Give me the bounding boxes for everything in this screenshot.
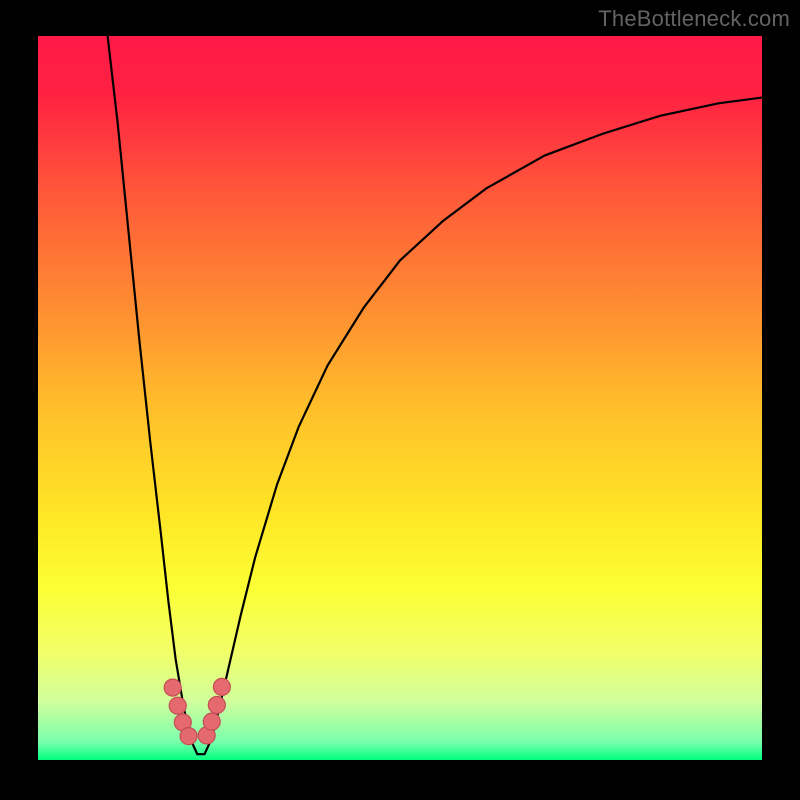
curve-marker	[169, 697, 186, 714]
curve-marker	[208, 696, 225, 713]
watermark-label: TheBottleneck.com	[598, 6, 790, 32]
chart-container: TheBottleneck.com	[0, 0, 800, 800]
curve-marker	[180, 728, 197, 745]
bottleneck-curve-chart	[0, 0, 800, 800]
curve-marker	[213, 678, 230, 695]
curve-marker	[203, 713, 220, 730]
curve-marker	[164, 679, 181, 696]
